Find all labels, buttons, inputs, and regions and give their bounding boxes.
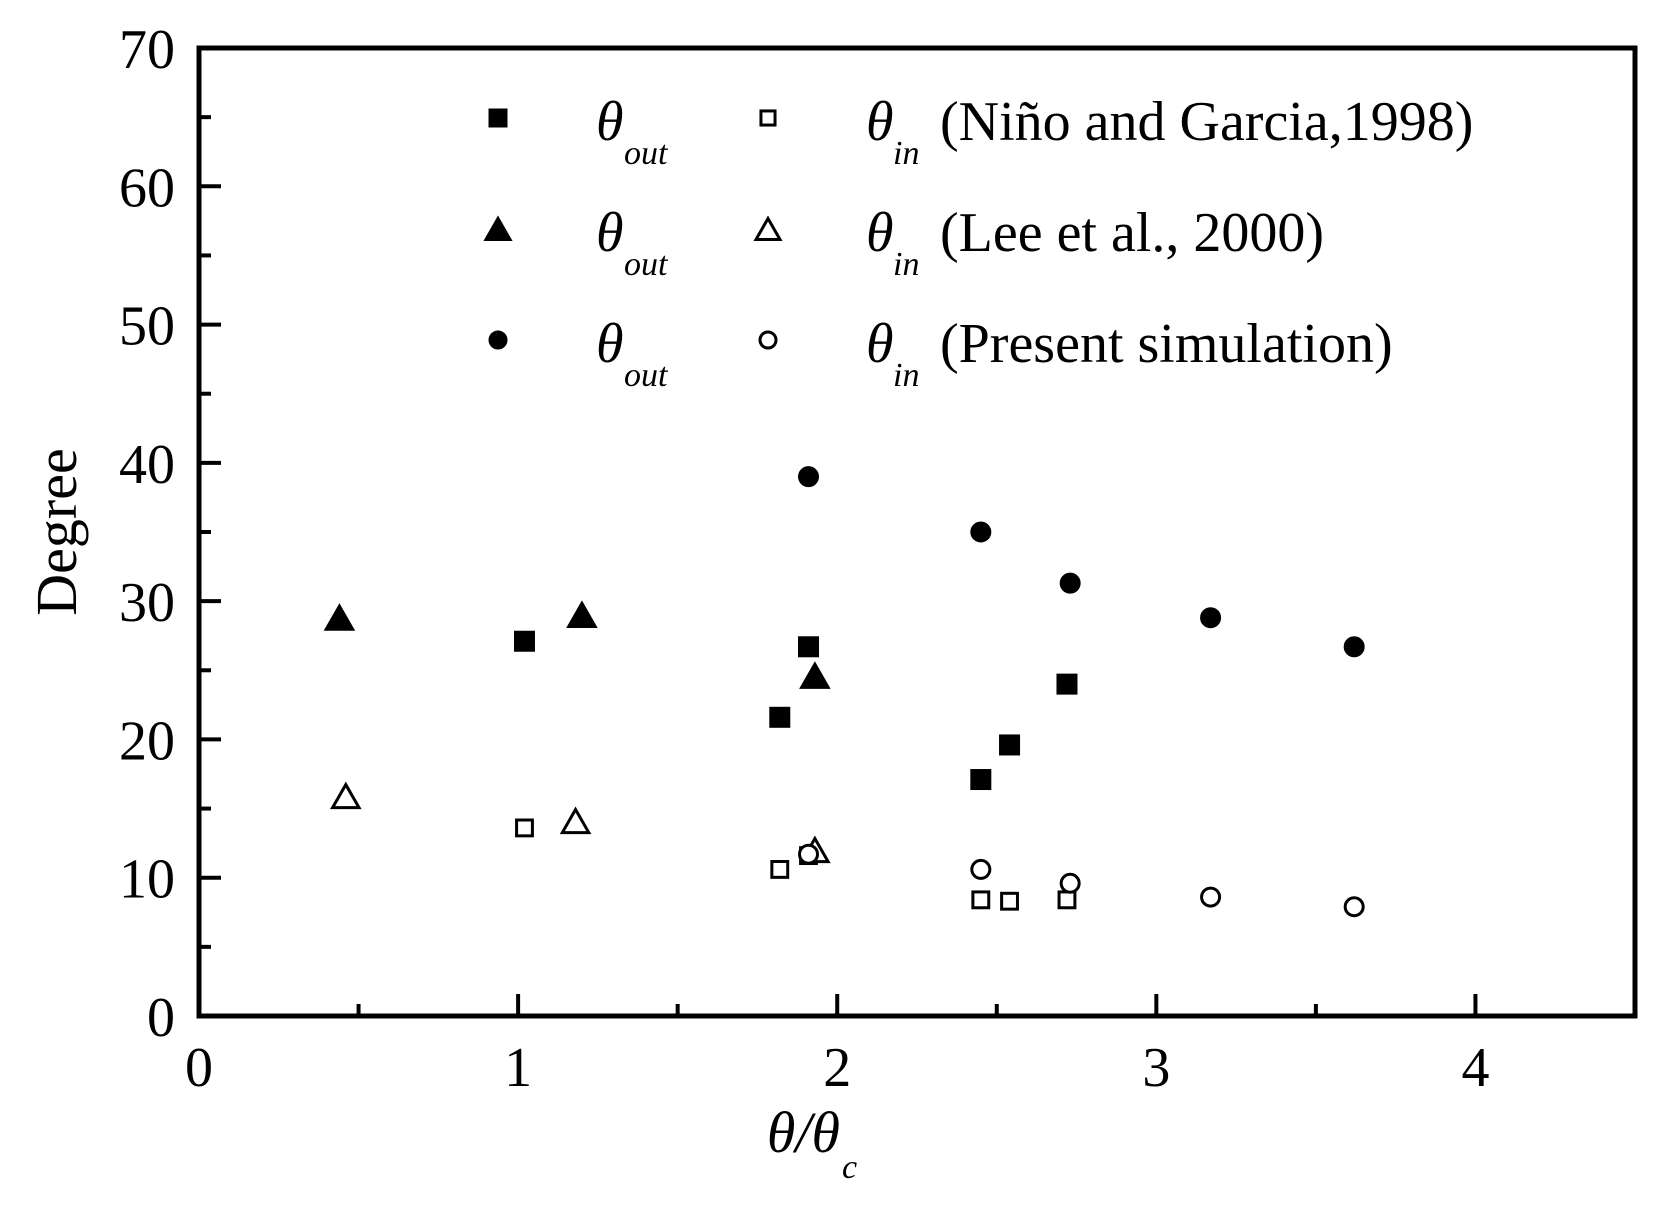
- legend-out-symbol: θ: [596, 91, 624, 153]
- series-nino_in: [515, 818, 1077, 911]
- x-axis-label-main: θ/θ: [767, 1100, 840, 1165]
- legend-marker-in: [753, 215, 783, 241]
- legend-marker-out: [488, 108, 508, 128]
- legend-in-symbol: θ: [866, 313, 894, 375]
- y-tick-label: 0: [147, 987, 175, 1049]
- y-tick-label: 50: [119, 296, 175, 358]
- legend-in-subscript: in: [893, 135, 919, 172]
- y-tick-label: 30: [119, 572, 175, 634]
- nino_out-point: [798, 636, 820, 658]
- x-axis-label: θ/θ: [767, 1100, 840, 1165]
- y-tick-label: 10: [119, 849, 175, 911]
- legend-out-symbol: θ: [596, 202, 624, 264]
- legend-marker-out: [488, 330, 508, 350]
- x-tick-label: 3: [1142, 1037, 1170, 1099]
- nino_in-point: [515, 818, 534, 838]
- nino_out-point: [769, 706, 791, 728]
- legend-in-symbol: θ: [866, 202, 894, 264]
- present_in-point: [1343, 896, 1365, 918]
- lee_in-point: [559, 806, 592, 835]
- nino_in-point: [770, 859, 790, 879]
- legend-in-subscript: in: [893, 357, 919, 394]
- nino_in-point: [971, 890, 991, 910]
- present_in-point: [970, 858, 992, 880]
- series-present_out: [798, 466, 1365, 658]
- nino_out-point: [970, 769, 992, 791]
- x-tick-label: 4: [1461, 1037, 1489, 1099]
- nino_in-point: [1057, 890, 1077, 910]
- y-axis-label: Degree: [24, 448, 89, 615]
- present_in-point: [798, 843, 820, 865]
- y-tick-label: 60: [119, 157, 175, 219]
- lee_out-point: [799, 661, 831, 689]
- x-tick-label: 1: [504, 1037, 532, 1099]
- present_in-point: [1059, 872, 1081, 894]
- series-present_in: [798, 843, 1365, 918]
- x-axis-label-subscript: c: [842, 1149, 857, 1186]
- nino_out-point: [999, 734, 1021, 756]
- series-lee_out: [323, 600, 831, 689]
- x-tick-label: 2: [823, 1037, 851, 1099]
- legend-in-symbol: θ: [866, 91, 894, 153]
- present_in-point: [1200, 886, 1222, 908]
- x-tick-label: 0: [185, 1037, 213, 1099]
- present_out-point: [1059, 572, 1081, 594]
- plot-frame: [196, 45, 1638, 1019]
- present_out-point: [1343, 636, 1365, 658]
- legend-marker-out: [483, 215, 513, 241]
- legend-marker-in: [758, 330, 778, 350]
- lee_out-point: [566, 600, 598, 629]
- present_out-point: [970, 521, 992, 543]
- legend-out-subscript: out: [624, 246, 669, 283]
- nino_in-point: [1000, 891, 1019, 911]
- data-marks: [323, 466, 1365, 918]
- nino_out-point: [513, 630, 535, 652]
- y-tick-label: 20: [119, 710, 175, 772]
- lee_in-point: [330, 781, 362, 810]
- legend-out-subscript: out: [624, 135, 669, 172]
- series-nino_out: [513, 630, 1078, 791]
- axis-ticks: [197, 46, 1637, 1018]
- legend-source: (Present simulation): [940, 313, 1393, 375]
- y-tick-label: 40: [119, 434, 175, 496]
- present_out-point: [798, 466, 820, 488]
- legend-out-symbol: θ: [596, 313, 624, 375]
- series-lee_in: [330, 781, 831, 864]
- legend-source: (Lee et al., 2000): [940, 202, 1324, 264]
- y-tick-label: 70: [119, 19, 175, 81]
- nino_out-point: [1056, 673, 1078, 695]
- lee_out-point: [323, 603, 356, 631]
- legend-in-subscript: in: [893, 246, 919, 283]
- legend-out-subscript: out: [624, 357, 669, 394]
- legend-source: (Niño and Garcia,1998): [940, 91, 1473, 153]
- legend-marker-in: [759, 109, 777, 127]
- present_out-point: [1200, 607, 1222, 629]
